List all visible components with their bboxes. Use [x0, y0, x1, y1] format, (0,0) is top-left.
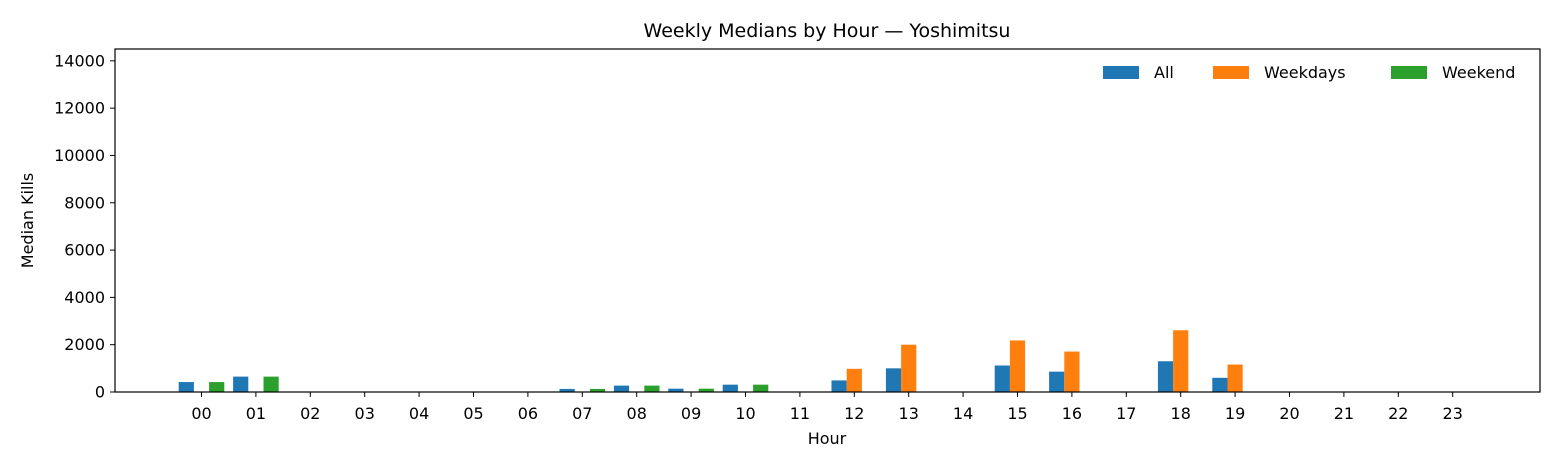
x-tick-label: 16	[1062, 404, 1082, 423]
legend-swatch-weekdays	[1213, 66, 1249, 79]
x-axis: 00 01 02 03 04 05 06 07 08 09 10 11 12 13 14 15 16 17 18 19…	[191, 392, 1463, 423]
legend-label-all: All	[1154, 63, 1174, 82]
legend-label-weekdays: Weekdays	[1264, 63, 1346, 82]
chart-title: Weekly Medians by Hour — Yoshimitsu	[644, 20, 1011, 42]
plot-frame	[114, 48, 1541, 393]
bar-all-16	[1049, 371, 1065, 392]
y-tick-label: 10000	[54, 146, 105, 165]
y-tick-label: 2000	[64, 335, 105, 354]
y-tick-label: 4000	[64, 288, 105, 307]
x-tick-label: 07	[572, 404, 592, 423]
bar-all-08	[613, 385, 630, 392]
legend-label-weekend: Weekend	[1442, 63, 1515, 82]
x-tick-label: 02	[300, 404, 320, 423]
x-tick-label: 11	[790, 404, 810, 423]
bar-weekdays-18	[1173, 330, 1189, 392]
y-tick-label: 14000	[54, 51, 105, 70]
bar-all-13	[885, 368, 902, 392]
x-tick-label: 05	[463, 404, 483, 423]
bar-weekend-00	[209, 382, 225, 392]
y-tick-label: 8000	[64, 193, 105, 212]
bar-weekend-01	[263, 376, 279, 392]
legend-swatch-all	[1103, 66, 1139, 79]
x-tick-label: 19	[1225, 404, 1245, 423]
bar-weekdays-16	[1064, 351, 1080, 392]
bar-all-19	[1212, 377, 1228, 392]
x-axis-label: Hour	[808, 429, 847, 448]
bar-weekend-07	[589, 388, 606, 392]
x-tick-label: 21	[1334, 404, 1354, 423]
bar-all-10	[722, 384, 738, 392]
bar-all-00	[178, 382, 194, 392]
bar-all-09	[668, 388, 684, 392]
x-tick-label: 01	[246, 404, 266, 423]
y-tick-label: 6000	[64, 241, 105, 260]
y-tick-label: 0	[95, 383, 105, 402]
x-tick-label: 04	[409, 404, 429, 423]
x-tick-label: 18	[1171, 404, 1191, 423]
bar-all-15	[994, 365, 1010, 392]
bar-weekdays-19	[1227, 364, 1243, 392]
x-tick-label: 13	[899, 404, 919, 423]
bar-weekend-09	[698, 388, 714, 392]
x-tick-label: 20	[1279, 404, 1299, 423]
x-tick-label: 03	[355, 404, 375, 423]
bars-layer	[178, 330, 1243, 392]
x-tick-label: 08	[627, 404, 647, 423]
x-tick-label: 22	[1388, 404, 1408, 423]
x-tick-label: 00	[191, 404, 211, 423]
x-tick-label: 06	[518, 404, 538, 423]
x-tick-label: 12	[844, 404, 864, 423]
bar-weekdays-13	[901, 344, 917, 392]
x-tick-label: 14	[953, 404, 973, 423]
bar-all-07	[559, 388, 575, 392]
bar-weekdays-15	[1009, 340, 1026, 392]
y-axis: 0 2000 4000 6000 8000 10000 12000 14000	[54, 51, 115, 402]
bar-all-18	[1157, 361, 1174, 392]
x-tick-label: 17	[1116, 404, 1136, 423]
x-tick-label: 23	[1443, 404, 1463, 423]
bar-weekend-08	[644, 385, 660, 392]
bar-weekend-10	[753, 384, 769, 392]
bar-all-01	[233, 376, 249, 392]
x-tick-label: 09	[681, 404, 701, 423]
legend: All Weekdays Weekend	[1103, 63, 1515, 82]
bar-weekdays-12	[846, 368, 862, 392]
x-tick-label: 15	[1007, 404, 1027, 423]
x-tick-label: 10	[735, 404, 755, 423]
y-axis-label: Median Kills	[18, 173, 37, 268]
legend-swatch-weekend	[1391, 66, 1427, 79]
y-tick-label: 12000	[54, 99, 105, 118]
bar-all-12	[831, 380, 847, 392]
